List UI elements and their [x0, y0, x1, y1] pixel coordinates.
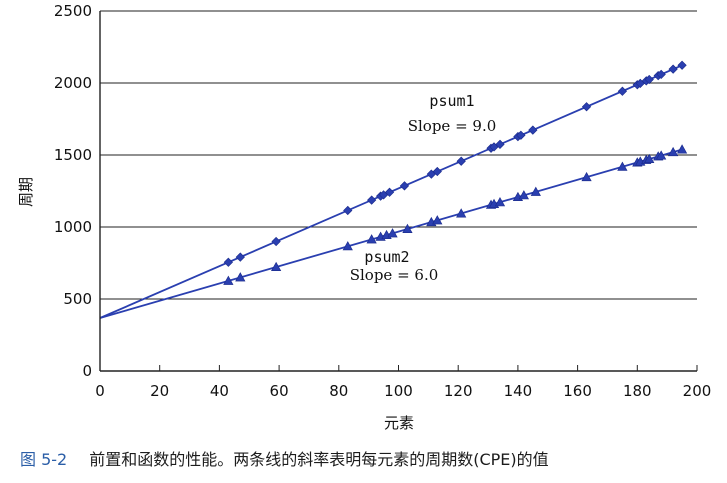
- marker-psum1: [495, 139, 505, 149]
- x-tick-label: 60: [270, 382, 289, 400]
- x-tick-label: 0: [95, 382, 105, 400]
- slope-label-psum1: Slope = 9.0: [408, 117, 497, 135]
- marker-psum1: [384, 187, 395, 197]
- marker-psum1: [617, 86, 627, 96]
- tick-labels: 0 20 40 60 80 100 120 140 160 180 2000500100015002…: [54, 2, 712, 400]
- marker-psum2: [530, 186, 541, 196]
- marker-psum1: [456, 156, 466, 166]
- x-tick-label: 80: [329, 382, 348, 400]
- marker-psum1: [223, 257, 233, 267]
- slope-label-psum2: Slope = 6.0: [350, 266, 439, 284]
- x-tick-label: 20: [150, 382, 169, 400]
- marker-psum2: [387, 228, 398, 238]
- marker-psum2: [456, 208, 467, 218]
- chart: 0 20 40 60 80 100 120 140 160 180 2000500100015002…: [17, 2, 712, 432]
- marker-psum2: [342, 241, 353, 251]
- y-tick-label: 1500: [54, 146, 92, 164]
- x-tick-label: 100: [384, 382, 413, 400]
- marker-psum1: [235, 252, 245, 262]
- marker-psum1: [399, 181, 410, 191]
- marker-psum2: [223, 275, 234, 285]
- marker-psum1: [677, 60, 687, 70]
- marker-psum2: [617, 161, 628, 171]
- series-label-psum1: psum1: [429, 92, 474, 110]
- x-tick-label: 160: [563, 382, 592, 400]
- marker-psum2: [676, 144, 688, 154]
- figure-number: 图 5-2: [20, 450, 68, 469]
- marker-psum2: [518, 190, 529, 200]
- caption-text: 前置和函数的性能。两条线的斜率表明每元素的周期数(CPE)的值: [89, 450, 549, 469]
- x-tick-label: 180: [623, 382, 652, 400]
- y-tick-label: 1000: [54, 218, 92, 236]
- marker-psum2: [235, 272, 246, 282]
- x-tick-label: 120: [444, 382, 473, 400]
- figure-caption: 图 5-2 前置和函数的性能。两条线的斜率表明每元素的周期数(CPE)的值: [20, 446, 720, 470]
- marker-psum1: [343, 205, 353, 216]
- y-tick-label: 2000: [54, 74, 92, 92]
- markers: [223, 60, 688, 285]
- marker-psum2: [656, 150, 667, 160]
- x-tick-label: 40: [210, 382, 229, 400]
- marker-psum2: [644, 153, 655, 164]
- marker-psum1: [516, 130, 526, 140]
- marker-psum1: [581, 102, 592, 112]
- marker-psum1: [656, 69, 666, 79]
- marker-psum1: [668, 64, 678, 74]
- marker-psum2: [271, 261, 282, 272]
- marker-psum1: [644, 74, 654, 85]
- marker-psum2: [402, 223, 413, 233]
- y-axis-title: 周期: [17, 177, 35, 207]
- axes: [99, 10, 698, 372]
- grid: [100, 10, 697, 372]
- marker-psum1: [367, 195, 377, 205]
- marker-psum2: [668, 146, 679, 157]
- marker-psum1: [528, 125, 538, 135]
- y-tick-label: 500: [63, 290, 92, 308]
- marker-psum2: [366, 234, 377, 244]
- marker-psum2: [494, 197, 506, 207]
- marker-psum2: [432, 215, 443, 225]
- x-axis-title: 元素: [384, 414, 414, 432]
- marker-psum1: [271, 236, 281, 247]
- marker-psum2: [581, 171, 592, 182]
- x-tick-label: 140: [504, 382, 533, 400]
- y-tick-label: 2500: [54, 2, 92, 20]
- marker-psum1: [432, 166, 442, 177]
- series-label-psum2: psum2: [364, 248, 409, 266]
- y-tick-label: 0: [82, 362, 92, 380]
- x-tick-label: 200: [683, 382, 712, 400]
